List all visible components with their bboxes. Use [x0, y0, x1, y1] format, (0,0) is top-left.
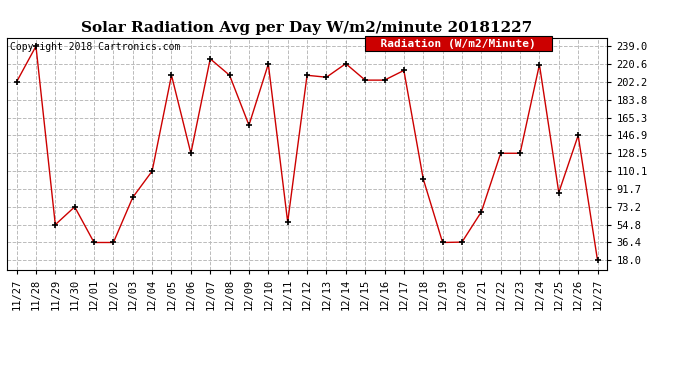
Text: Copyright 2018 Cartronics.com: Copyright 2018 Cartronics.com [10, 42, 180, 52]
Title: Solar Radiation Avg per Day W/m2/minute 20181227: Solar Radiation Avg per Day W/m2/minute … [81, 21, 533, 35]
Text: Radiation (W/m2/Minute): Radiation (W/m2/Minute) [367, 39, 549, 49]
